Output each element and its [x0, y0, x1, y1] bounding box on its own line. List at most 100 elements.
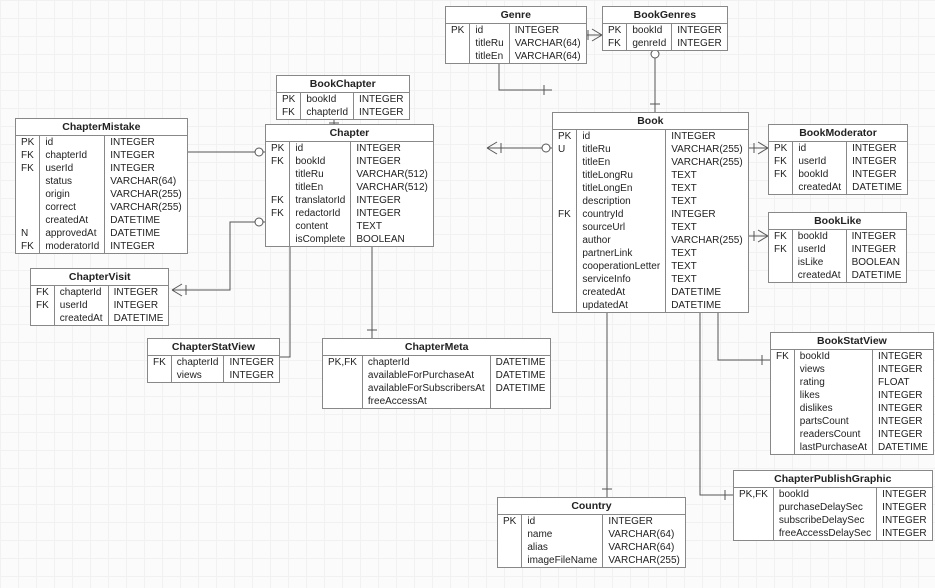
cell: FK [266, 207, 290, 220]
cell: INTEGER [108, 286, 168, 299]
cell: bookId [773, 488, 876, 501]
cell [771, 428, 794, 441]
cell: approvedAt [40, 227, 105, 240]
cell: INTEGER [877, 527, 932, 540]
cell: INTEGER [873, 389, 933, 402]
cell: INTEGER [846, 230, 906, 243]
connector [700, 287, 733, 495]
cell [31, 312, 54, 325]
cell: INTEGER [224, 356, 279, 369]
cell: INTEGER [873, 350, 933, 363]
cell: FK [769, 230, 792, 243]
cell [769, 256, 792, 269]
cell: VARCHAR(255) [603, 554, 685, 567]
cell: lastPurchaseAt [794, 441, 872, 454]
cell: titleEn [290, 181, 351, 194]
cell [769, 269, 792, 282]
cell: PK [553, 130, 577, 143]
cell: DATETIME [490, 382, 550, 395]
cell: id [522, 515, 603, 528]
cell: N [16, 227, 40, 240]
cell: moderatorId [40, 240, 105, 253]
cell: serviceInfo [577, 273, 666, 286]
cell: FK [16, 149, 40, 162]
cell: VARCHAR(255) [666, 156, 748, 169]
entity-bookchapter: BookChapterPKbookIdINTEGERFKchapterIdINT… [276, 75, 410, 120]
cell [553, 182, 577, 195]
cell [553, 221, 577, 234]
cell [771, 402, 794, 415]
cell: FK [603, 37, 627, 50]
cell [16, 175, 40, 188]
cell: PK [277, 93, 301, 106]
cell: DATETIME [873, 441, 933, 454]
cell: INTEGER [105, 136, 187, 149]
cell: BOOLEAN [351, 233, 433, 246]
cell: FK [31, 286, 54, 299]
cell [771, 441, 794, 454]
cell: partsCount [794, 415, 872, 428]
cell: chapterId [301, 106, 354, 119]
cell: origin [40, 188, 105, 201]
cell: INTEGER [351, 207, 433, 220]
entity-title: ChapterVisit [31, 269, 168, 286]
cell: name [522, 528, 603, 541]
cell: INTEGER [509, 24, 585, 37]
entity-title: BookLike [769, 213, 906, 230]
cell: FK [148, 356, 171, 369]
cell: TEXT [666, 247, 748, 260]
cell: INTEGER [873, 428, 933, 441]
cell: correct [40, 201, 105, 214]
cell [16, 188, 40, 201]
cell: DATETIME [846, 269, 906, 282]
cell [553, 156, 577, 169]
cell: isLike [792, 256, 846, 269]
cell: titleLongEn [577, 182, 666, 195]
cell [553, 286, 577, 299]
cell: INTEGER [847, 168, 907, 181]
cell: INTEGER [877, 488, 932, 501]
cell: id [577, 130, 666, 143]
entity-booklike: BookLikeFKbookIdINTEGERFKuserIdINTEGERis… [768, 212, 907, 283]
cell [771, 415, 794, 428]
cell: FK [16, 162, 40, 175]
entity-title: BookChapter [277, 76, 409, 93]
cell: redactorId [290, 207, 351, 220]
cell: INTEGER [224, 369, 279, 382]
cell: U [553, 143, 577, 156]
cell: freeAccessAt [362, 395, 490, 408]
cell: FK [769, 168, 793, 181]
cell: INTEGER [873, 402, 933, 415]
cell: DATETIME [108, 312, 168, 325]
cell [490, 395, 550, 408]
entity-chapterstatview: ChapterStatViewFKchapterIdINTEGERviewsIN… [147, 338, 280, 383]
cell [734, 527, 773, 540]
cell: TEXT [666, 273, 748, 286]
cell: DATETIME [105, 227, 187, 240]
cell: userId [54, 299, 108, 312]
cell: INTEGER [846, 243, 906, 256]
cell: description [577, 195, 666, 208]
cell: cooperationLetter [577, 260, 666, 273]
cell: VARCHAR(512) [351, 168, 433, 181]
cell: createdAt [577, 286, 666, 299]
entity-title: BookStatView [771, 333, 933, 350]
cell: INTEGER [351, 194, 433, 207]
cell [498, 528, 522, 541]
cell: bookId [301, 93, 354, 106]
cell: INTEGER [873, 363, 933, 376]
cell: INTEGER [105, 162, 187, 175]
cell: createdAt [792, 269, 846, 282]
cell: BOOLEAN [846, 256, 906, 269]
cell: PK [266, 142, 290, 155]
entity-title: Genre [446, 7, 586, 24]
cell: FK [266, 194, 290, 207]
cell: chapterId [54, 286, 108, 299]
cell: INTEGER [603, 515, 685, 528]
entity-title: ChapterMistake [16, 119, 187, 136]
cell: titleEn [577, 156, 666, 169]
entity-chaptervisit: ChapterVisitFKchapterIdINTEGERFKuserIdIN… [30, 268, 169, 326]
cell: dislikes [794, 402, 872, 415]
cell: DATETIME [847, 181, 907, 194]
cell: PK,FK [734, 488, 773, 501]
